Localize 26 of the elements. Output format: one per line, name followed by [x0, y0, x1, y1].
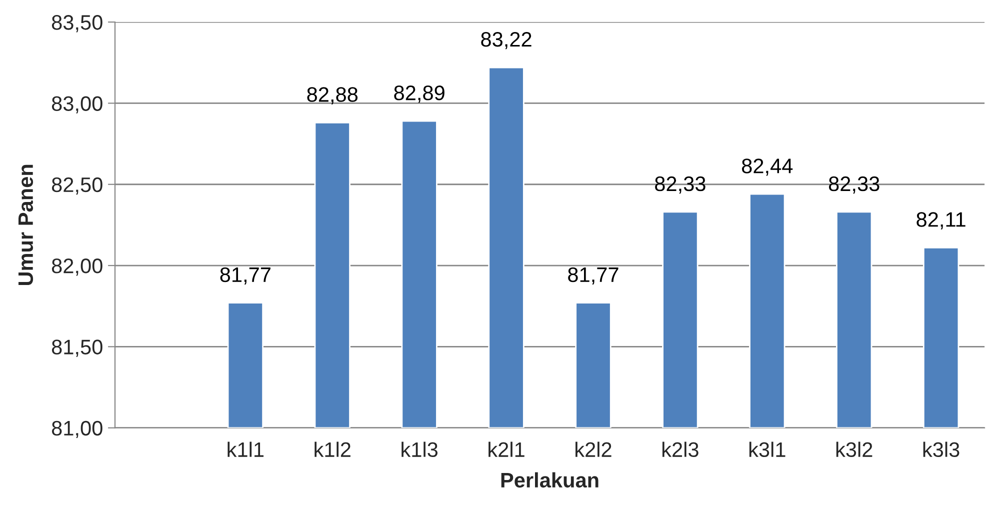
data-label: 83,22 — [481, 32, 532, 50]
data-label: 81,77 — [568, 267, 618, 285]
x-tick-label: k2l1 — [488, 442, 524, 457]
y-tick-label: 83,00 — [52, 96, 102, 114]
data-label: 82,33 — [655, 176, 706, 194]
y-tick-label: 83,50 — [52, 15, 102, 32]
data-label: 82,89 — [394, 86, 444, 103]
data-label: 82,11 — [916, 212, 966, 230]
data-label: 82,44 — [742, 158, 793, 176]
x-axis-title: Perlakuan — [501, 472, 598, 488]
y-axis-title: Umur Panen — [18, 164, 34, 286]
data-label: 81,77 — [220, 267, 270, 285]
x-tick-label: k2l2 — [576, 442, 612, 457]
x-tick-label: k3l3 — [923, 442, 960, 458]
x-tick-label: k2l3 — [662, 442, 698, 458]
data-label: 82,33 — [828, 176, 880, 194]
x-tick-label: k1l2 — [314, 442, 350, 457]
y-tick-label: 81,50 — [52, 340, 102, 357]
x-tick-label: k1l3 — [402, 442, 438, 458]
y-tick-label: 82,00 — [52, 258, 102, 276]
x-tick-label: k3l2 — [836, 442, 872, 458]
data-label: 82,88 — [307, 87, 358, 104]
y-tick-label: 82,50 — [52, 177, 102, 195]
y-tick-label: 81,00 — [52, 420, 102, 438]
x-tick-label: k1l1 — [228, 442, 264, 457]
x-tick-label: k3l1 — [749, 442, 786, 458]
